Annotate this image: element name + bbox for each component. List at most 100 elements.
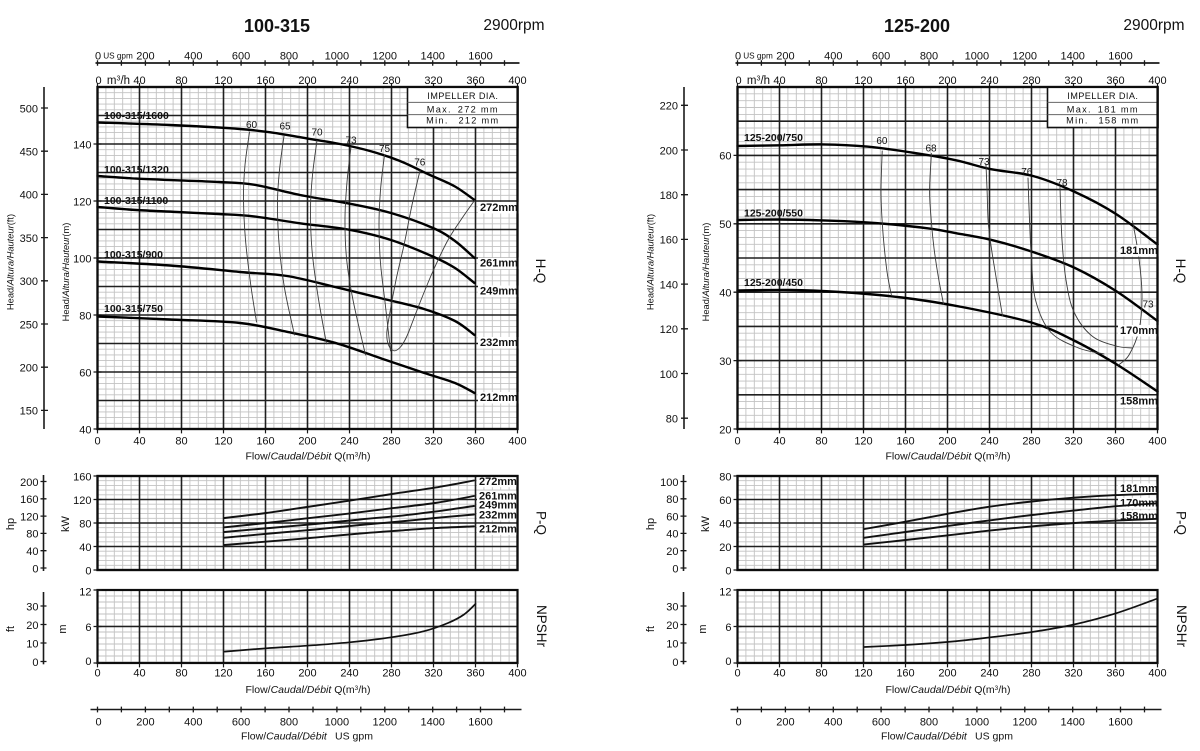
svg-text:600: 600 <box>872 51 890 63</box>
svg-text:ft: ft <box>5 626 17 632</box>
svg-text:200: 200 <box>938 668 956 680</box>
svg-text:320: 320 <box>424 75 442 87</box>
svg-text:80: 80 <box>26 529 38 541</box>
svg-text:Min. 158 mm: Min. 158 mm <box>1066 116 1139 126</box>
svg-text:180: 180 <box>660 190 678 202</box>
svg-text:232mm: 232mm <box>480 337 518 349</box>
svg-text:80: 80 <box>175 668 187 680</box>
svg-text:450: 450 <box>20 147 38 159</box>
svg-text:40: 40 <box>79 424 91 436</box>
svg-text:80: 80 <box>175 75 187 87</box>
svg-text:0: 0 <box>735 717 741 729</box>
svg-text:158mm: 158mm <box>1120 510 1158 522</box>
svg-text:280: 280 <box>1022 75 1040 87</box>
svg-text:160: 160 <box>73 471 91 483</box>
svg-text:100-315/1100: 100-315/1100 <box>104 195 168 207</box>
svg-text:100-315/900: 100-315/900 <box>104 249 163 261</box>
svg-text:120: 120 <box>73 495 91 507</box>
svg-text:320: 320 <box>1064 75 1082 87</box>
svg-text:2900rpm: 2900rpm <box>483 17 544 34</box>
svg-text:20: 20 <box>719 542 731 554</box>
svg-text:0: 0 <box>94 435 100 447</box>
svg-text:120: 120 <box>73 196 91 208</box>
svg-text:200: 200 <box>776 717 794 729</box>
svg-text:360: 360 <box>466 668 484 680</box>
svg-text:hp: hp <box>5 518 17 530</box>
svg-text:60: 60 <box>666 511 678 523</box>
svg-text:1000: 1000 <box>325 51 349 63</box>
svg-text:80: 80 <box>719 471 731 483</box>
svg-text:240: 240 <box>980 435 998 447</box>
svg-text:40: 40 <box>666 529 678 541</box>
svg-text:Head/Altura/Hauteur(m): Head/Altura/Hauteur(m) <box>701 223 711 322</box>
svg-text:360: 360 <box>1106 75 1124 87</box>
svg-text:0: 0 <box>735 51 741 63</box>
svg-text:272mm: 272mm <box>479 476 517 488</box>
svg-text:m3​/h: m3​/h <box>747 75 770 87</box>
svg-text:NPSHr: NPSHr <box>534 605 549 648</box>
svg-text:240: 240 <box>340 75 358 87</box>
svg-text:240: 240 <box>980 75 998 87</box>
svg-text:60: 60 <box>876 136 888 147</box>
svg-text:160: 160 <box>256 668 274 680</box>
svg-text:40: 40 <box>133 668 145 680</box>
svg-text:US gpm: US gpm <box>103 52 133 61</box>
svg-text:600: 600 <box>232 51 250 63</box>
svg-text:800: 800 <box>280 717 298 729</box>
svg-text:40: 40 <box>719 288 731 300</box>
svg-text:150: 150 <box>20 406 38 418</box>
svg-text:0: 0 <box>734 435 740 447</box>
svg-text:200: 200 <box>298 435 316 447</box>
svg-text:hp: hp <box>645 518 657 530</box>
svg-text:NPSHr: NPSHr <box>1174 605 1189 648</box>
svg-text:30: 30 <box>666 601 678 613</box>
svg-text:60: 60 <box>719 151 731 163</box>
svg-text:2900rpm: 2900rpm <box>1123 17 1184 34</box>
svg-text:Head/Altura/Hauteur(m): Head/Altura/Hauteur(m) <box>61 223 71 322</box>
svg-text:120: 120 <box>854 435 872 447</box>
svg-text:140: 140 <box>660 279 678 291</box>
svg-text:120: 120 <box>20 511 38 523</box>
svg-text:261mm: 261mm <box>480 258 518 270</box>
svg-text:1000: 1000 <box>325 717 349 729</box>
svg-text:65: 65 <box>279 122 291 133</box>
svg-text:170mm: 170mm <box>1120 498 1158 510</box>
svg-text:40: 40 <box>773 75 785 87</box>
svg-text:120: 120 <box>214 668 232 680</box>
svg-text:P-Q: P-Q <box>534 511 549 535</box>
svg-text:0: 0 <box>735 75 741 87</box>
svg-text:1400: 1400 <box>1060 51 1084 63</box>
svg-text:125-200/450: 125-200/450 <box>744 277 803 289</box>
svg-text:Min. 212 mm: Min. 212 mm <box>426 116 499 126</box>
svg-text:120: 120 <box>660 324 678 336</box>
svg-text:40: 40 <box>773 435 785 447</box>
svg-text:400: 400 <box>184 717 202 729</box>
svg-text:320: 320 <box>1064 435 1082 447</box>
svg-text:0: 0 <box>95 51 101 63</box>
svg-text:1600: 1600 <box>468 51 492 63</box>
svg-text:80: 80 <box>79 310 91 322</box>
svg-text:12: 12 <box>719 587 731 599</box>
svg-text:30: 30 <box>26 601 38 613</box>
svg-text:70: 70 <box>311 128 323 139</box>
svg-text:ft: ft <box>645 626 657 632</box>
svg-text:200: 200 <box>776 51 794 63</box>
svg-text:232mm: 232mm <box>479 509 517 521</box>
svg-text:20: 20 <box>666 620 678 632</box>
svg-text:Head/Altura/Hauteur(ft): Head/Altura/Hauteur(ft) <box>6 214 16 310</box>
svg-text:200: 200 <box>20 363 38 375</box>
svg-text:0: 0 <box>94 668 100 680</box>
svg-text:280: 280 <box>382 435 400 447</box>
svg-text:100-315: 100-315 <box>244 16 310 36</box>
svg-text:0: 0 <box>32 657 38 669</box>
svg-text:125-200: 125-200 <box>884 16 950 36</box>
svg-text:800: 800 <box>280 51 298 63</box>
svg-text:100-315/1320: 100-315/1320 <box>104 164 169 176</box>
svg-text:20: 20 <box>666 546 678 558</box>
svg-text:73: 73 <box>978 157 990 168</box>
svg-text:400: 400 <box>1148 435 1166 447</box>
svg-text:200: 200 <box>298 75 316 87</box>
svg-text:181mm: 181mm <box>1120 483 1158 495</box>
svg-text:0: 0 <box>95 717 101 729</box>
svg-text:160: 160 <box>256 435 274 447</box>
